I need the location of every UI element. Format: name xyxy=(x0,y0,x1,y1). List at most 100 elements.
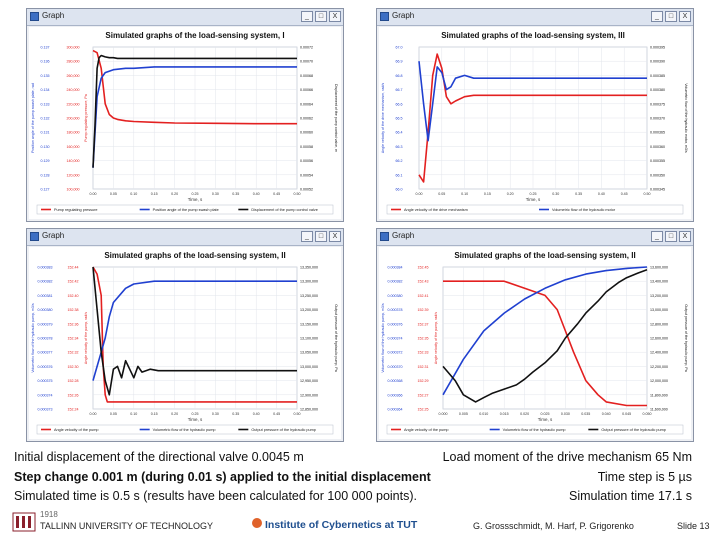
left-axis-1-tick-label: 0.128 xyxy=(41,173,50,177)
left-axis-2-tick-label: 152.24 xyxy=(68,408,79,412)
right-axis-tick-label: 13,200,000 xyxy=(650,294,668,298)
right-axis-tick-label: 0.000385 xyxy=(650,74,665,78)
right-axis-tick-label: 0.000370 xyxy=(650,117,665,121)
window-titlebar[interactable]: Graph _ □ X xyxy=(27,229,343,246)
x-tick-label: 0.025 xyxy=(541,412,550,416)
left-axis-1-tick-label: 0.000378 xyxy=(38,337,53,341)
x-tick-label: 0.45 xyxy=(273,192,280,196)
series-line xyxy=(418,61,647,142)
window-titlebar[interactable]: Graph _ □ X xyxy=(377,229,693,246)
left-axis-1-tick-label: 66.2 xyxy=(396,159,403,163)
right-axis-tick-label: 12,800,000 xyxy=(650,322,668,326)
minimize-button[interactable]: _ xyxy=(301,231,313,242)
caption-simulation-time: Simulation time 17.1 s xyxy=(569,489,692,503)
left-axis-2-tick-label: 260,000 xyxy=(67,74,80,78)
window-titlebar[interactable]: Graph _ □ X xyxy=(27,9,343,26)
window-title: Graph xyxy=(42,11,65,20)
left-axis-2-tick-label: 280,000 xyxy=(67,60,80,64)
right-axis-tick-label: 0.00068 xyxy=(300,74,313,78)
legend-label: Pump regulating pressure xyxy=(54,208,97,212)
ttu-logo xyxy=(12,511,36,533)
close-button[interactable]: X xyxy=(329,231,341,242)
right-axis-tick-label: 12,200,000 xyxy=(650,365,668,369)
right-axis-tick-label: 0.00072 xyxy=(300,46,313,50)
left-axis-1-tick-label: 0.000374 xyxy=(38,393,53,397)
minimize-button[interactable]: _ xyxy=(651,231,663,242)
chart-4: Simulated graphs of the load-sensing sys… xyxy=(379,247,691,439)
left-axis-1-tick-label: 66.9 xyxy=(396,60,403,64)
maximize-button[interactable]: □ xyxy=(665,231,677,242)
x-tick-label: 0.40 xyxy=(253,192,260,196)
chart-title: Simulated graphs of the load-sensing sys… xyxy=(454,251,635,260)
x-tick-label: 0.25 xyxy=(530,192,537,196)
x-tick-label: 0.030 xyxy=(561,412,570,416)
series-line xyxy=(92,266,297,396)
x-tick-label: 0.20 xyxy=(171,412,178,416)
left-axis-2-label: Pump regulating pressure, Pa xyxy=(84,94,88,142)
legend-label: Position angle of the pump swash plate xyxy=(153,208,219,212)
x-tick-label: 0.35 xyxy=(232,192,239,196)
left-axis-1-tick-label: 0.134 xyxy=(41,88,50,92)
left-axis-1-tick-label: 0.000373 xyxy=(38,408,53,412)
app-icon xyxy=(380,12,389,21)
left-axis-2-label: Angle velocity of the pump, rad/s xyxy=(84,312,88,364)
close-button[interactable]: X xyxy=(679,231,691,242)
left-axis-1-tick-label: 0.000383 xyxy=(38,266,53,270)
left-axis-1-tick-label: 67.0 xyxy=(396,46,403,50)
graph-window-1: Graph _ □ X Simulated graphs of the load… xyxy=(26,8,344,222)
slide-number: Slide 13 xyxy=(677,521,710,531)
x-tick-label: 0.20 xyxy=(507,192,514,196)
right-axis-tick-label: 13,400,000 xyxy=(650,280,668,284)
maximize-button[interactable]: □ xyxy=(315,11,327,22)
left-axis-1-tick-label: 0.000372 xyxy=(388,351,403,355)
left-axis-2-tick-label: 152.36 xyxy=(68,322,79,326)
series-line xyxy=(442,266,648,396)
caption-initial-displacement: Initial displacement of the directional … xyxy=(14,450,304,464)
right-axis-label: Output pressure of the hydraulic pump, P… xyxy=(334,304,338,372)
left-axis-1-tick-label: 0.000374 xyxy=(388,337,403,341)
x-tick-label: 0.35 xyxy=(575,192,582,196)
graph-window-3: Graph _ □ X Simulated graphs of the load… xyxy=(26,228,344,442)
right-axis-tick-label: 12,400,000 xyxy=(650,351,668,355)
authors: G. Grossschmidt, M. Harf, P. Grigorenko xyxy=(473,521,634,531)
x-tick-label: 0.10 xyxy=(130,192,137,196)
university-name: TALLINN UNIVERSITY OF TECHNOLOGY xyxy=(40,521,214,531)
left-axis-1-tick-label: 0.000380 xyxy=(388,294,403,298)
left-axis-1-label: Position angle of the pump swash plate, … xyxy=(31,83,35,153)
legend-box xyxy=(36,424,334,435)
caption-step-change: Step change 0.001 m (during 0.01 s) appl… xyxy=(14,470,431,484)
left-axis-2-tick-label: 152.25 xyxy=(418,408,429,412)
caption-time-step: Time step is 5 µs xyxy=(597,470,692,484)
x-tick-label: 0.30 xyxy=(212,412,219,416)
maximize-button[interactable]: □ xyxy=(315,231,327,242)
left-axis-2-tick-label: 152.38 xyxy=(68,308,79,312)
x-tick-label: 0.000 xyxy=(439,412,448,416)
minimize-button[interactable]: _ xyxy=(651,11,663,22)
right-axis-label: Output pressure of the hydraulic pump, P… xyxy=(684,304,688,372)
left-axis-2-tick-label: 100,000 xyxy=(67,188,80,192)
left-axis-1-tick-label: 0.000370 xyxy=(388,365,403,369)
window-titlebar[interactable]: Graph _ □ X xyxy=(377,9,693,26)
left-axis-2-tick-label: 152.34 xyxy=(68,337,79,341)
right-axis-tick-label: 0.00060 xyxy=(300,131,313,135)
right-axis-tick-label: 13,300,000 xyxy=(300,280,318,284)
right-axis-tick-label: 0.000395 xyxy=(650,46,665,50)
left-axis-1-tick-label: 0.131 xyxy=(41,131,50,135)
minimize-button[interactable]: _ xyxy=(301,11,313,22)
close-button[interactable]: X xyxy=(679,11,691,22)
x-axis-label: Time, s xyxy=(526,197,541,202)
left-axis-1-tick-label: 0.000379 xyxy=(38,322,53,326)
x-tick-label: 0.00 xyxy=(90,192,97,196)
left-axis-1-tick-label: 0.000366 xyxy=(388,393,403,397)
series-line xyxy=(92,266,297,403)
close-button[interactable]: X xyxy=(329,11,341,22)
x-axis-label: Time, s xyxy=(188,197,203,202)
left-axis-1-tick-label: 0.000376 xyxy=(38,365,53,369)
right-axis-tick-label: 13,000,000 xyxy=(300,365,318,369)
series-line xyxy=(92,54,297,168)
maximize-button[interactable]: □ xyxy=(665,11,677,22)
left-axis-1-tick-label: 0.000382 xyxy=(38,280,53,284)
left-axis-2-tick-label: 180,000 xyxy=(67,131,80,135)
left-axis-2-tick-label: 152.39 xyxy=(418,308,429,312)
legend-label: Output pressure of the hydraulic pump xyxy=(601,428,666,432)
